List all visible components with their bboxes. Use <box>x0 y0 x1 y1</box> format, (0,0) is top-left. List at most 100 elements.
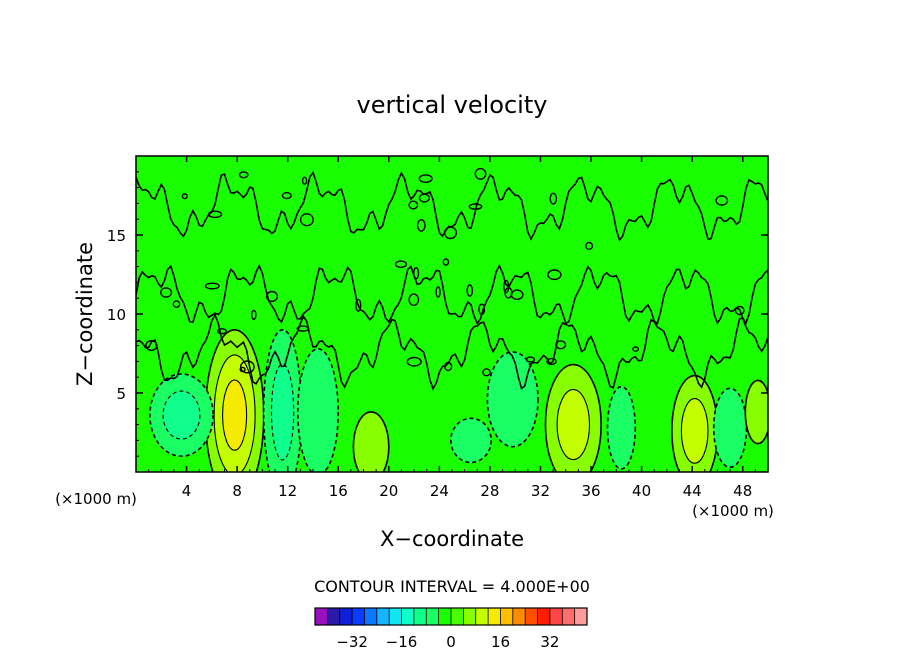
contour-loop <box>546 357 557 366</box>
contour-loop <box>145 340 158 352</box>
contour-loop <box>172 300 181 308</box>
contour-loop <box>435 286 441 298</box>
x-tick-label: 8 <box>232 482 242 500</box>
contour-loop <box>250 309 257 320</box>
colorbar-swatch <box>438 608 452 625</box>
contour-region <box>449 417 492 464</box>
contour-loop <box>468 203 483 210</box>
contour-loop <box>299 213 314 227</box>
contour-loop <box>408 200 419 210</box>
colorbar-swatch <box>389 608 402 625</box>
colorbar-tick-label: 16 <box>491 633 510 651</box>
contour-region <box>556 389 591 461</box>
contour-loop <box>555 340 567 350</box>
contour-region <box>680 398 709 464</box>
colorbar-tick-label: 0 <box>446 633 456 651</box>
y-tick-label: 10 <box>107 306 126 324</box>
contour-loop <box>510 289 524 301</box>
contour-loop <box>413 267 420 280</box>
contour-loop <box>547 269 562 281</box>
contour-loop <box>632 346 640 352</box>
contour-loop <box>238 171 249 179</box>
contour-loop <box>355 298 362 312</box>
contour-loop <box>474 167 487 180</box>
x-tick-label: 28 <box>480 482 499 500</box>
contour-loop <box>525 356 536 363</box>
colorbar-swatch <box>426 608 440 625</box>
contour-region <box>162 390 201 440</box>
colorbar-swatch <box>376 608 390 625</box>
x-tick-label: 44 <box>683 482 702 500</box>
contour-loop <box>466 284 474 297</box>
y-tick-label: 15 <box>107 227 126 245</box>
contour-region <box>352 411 390 472</box>
colorbar-swatch <box>451 608 464 625</box>
colorbar-swatch <box>413 608 427 625</box>
contour-region <box>270 363 295 461</box>
x-tick-label: 40 <box>632 482 651 500</box>
contour-loop <box>406 356 422 367</box>
colorbar-swatch <box>574 608 588 625</box>
colorbar-swatch <box>549 608 563 625</box>
colorbar-tick-label: −32 <box>336 633 368 651</box>
colorbar-swatch <box>537 608 551 625</box>
x-unit-label-right: (×1000 m) <box>692 502 774 520</box>
contour-loop <box>549 192 558 205</box>
contour-loop <box>478 303 486 316</box>
contour-loop <box>265 290 279 303</box>
contour-loop <box>418 193 431 203</box>
contour-loop <box>394 260 408 269</box>
chart-title: vertical velocity <box>357 91 548 119</box>
contour-region <box>222 379 248 451</box>
x-tick-label: 32 <box>531 482 550 500</box>
contour-loop <box>204 282 220 290</box>
contour-loop <box>181 193 188 200</box>
contour-loop <box>301 176 308 185</box>
x-axis: 4 8 12 16 20 24 28 32 36 40 44 48 <box>148 156 769 500</box>
colorbar-tick-label: −16 <box>386 633 418 651</box>
contour-region <box>712 387 748 469</box>
contour-loop <box>444 361 453 372</box>
y-axis: 5 10 15 <box>107 171 768 457</box>
contour-region <box>744 379 768 445</box>
contour-region <box>606 385 637 470</box>
contour-loop <box>715 195 729 206</box>
colorbar-swatch <box>500 608 514 625</box>
colorbar-frame <box>314 607 588 626</box>
contour-loop <box>216 328 227 335</box>
x-axis-label: X−coordinate <box>380 527 524 551</box>
contour-loop <box>443 226 458 240</box>
colorbar-swatch <box>525 608 538 625</box>
x-unit-label-left: (×1000 m) <box>55 490 137 508</box>
colorbar-swatch <box>339 608 353 625</box>
colorbar-swatch <box>512 608 526 625</box>
x-tick-label: 12 <box>278 482 297 500</box>
contour-loop <box>482 368 491 377</box>
contour-line <box>136 313 768 391</box>
contour-loop <box>734 305 745 316</box>
colorbar-swatch <box>562 608 576 625</box>
colorbar <box>314 607 588 626</box>
colorbar-tick-label: 32 <box>540 633 559 651</box>
contour-loop <box>239 366 246 373</box>
contour-loop <box>281 192 292 200</box>
contour-loop <box>296 325 310 332</box>
contour-loop <box>442 258 450 266</box>
colorbar-swatch <box>401 608 415 625</box>
x-tick-label: 20 <box>379 482 398 500</box>
y-axis-label: Z−coordinate <box>73 242 97 386</box>
colorbar-swatch <box>327 608 341 625</box>
colorbar-swatch <box>364 608 378 625</box>
x-tick-label: 4 <box>182 482 192 500</box>
colorbar-swatch <box>315 608 328 625</box>
colorbar-labels: −32 −16 0 16 32 <box>336 633 559 651</box>
contour-interval-label: CONTOUR INTERVAL = 4.000E+00 <box>314 577 590 596</box>
y-tick-label: 5 <box>116 385 126 403</box>
contour-loop <box>160 287 173 298</box>
colorbar-swatch <box>488 608 501 625</box>
contour-loop <box>408 293 420 307</box>
contour-loop <box>418 174 433 184</box>
x-tick-label: 16 <box>329 482 348 500</box>
contour-region <box>297 348 339 472</box>
